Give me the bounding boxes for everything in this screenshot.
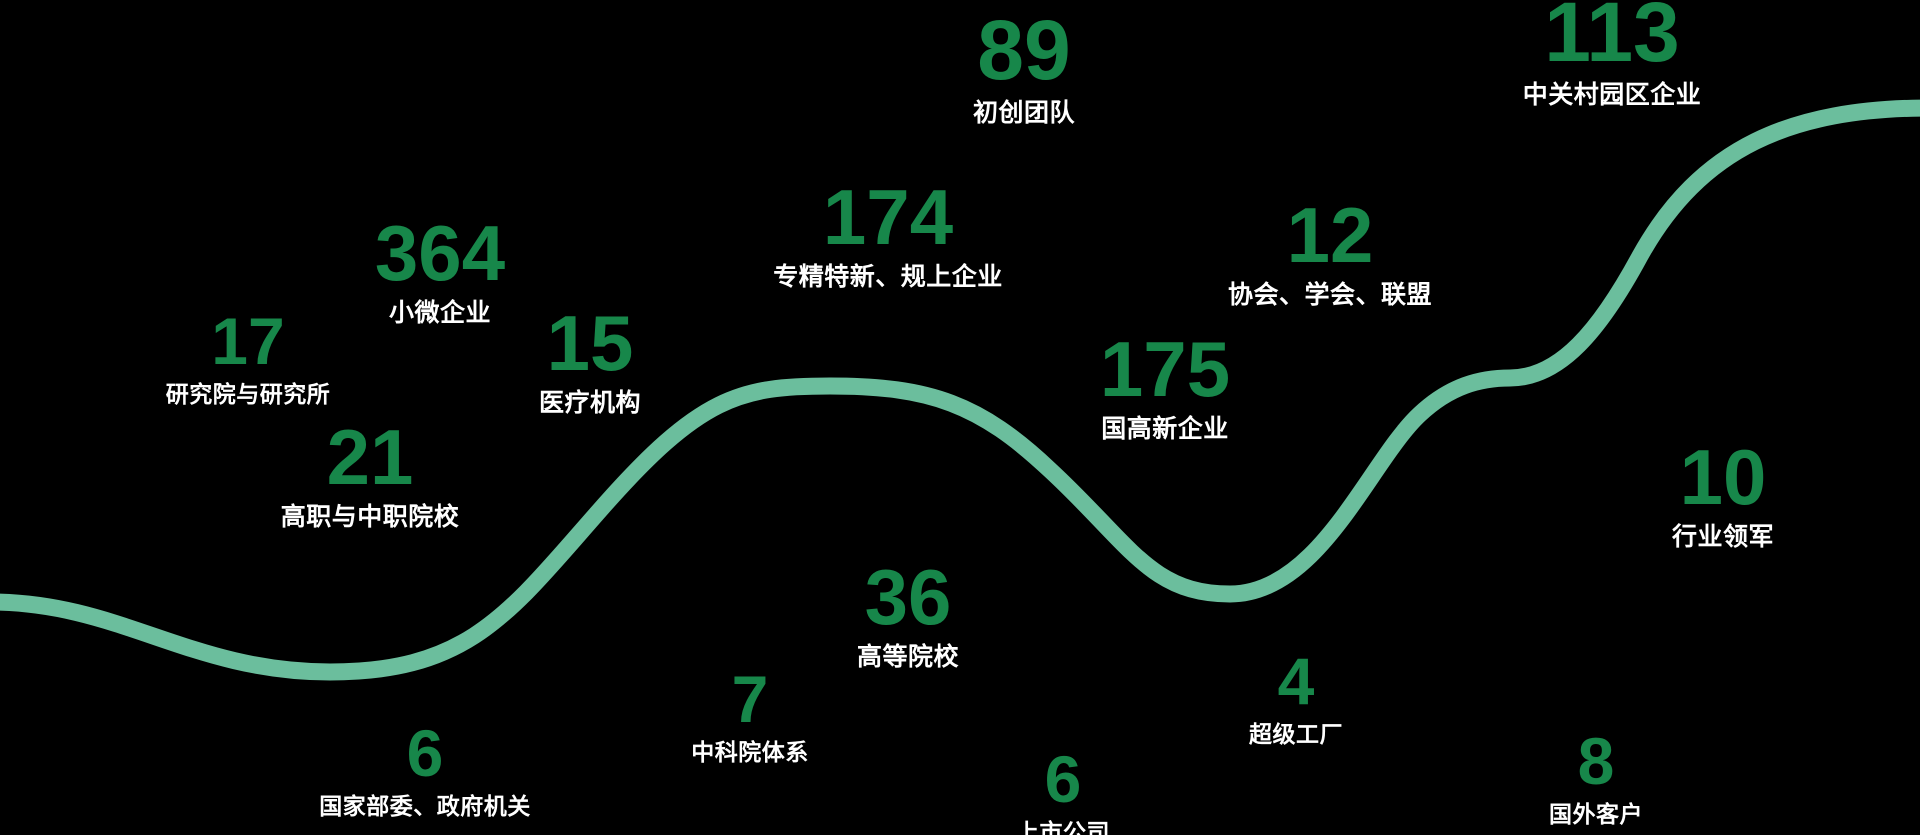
stat-research-institutes: 17 研究院与研究所 (165, 304, 331, 408)
stat-ministries-gov: 6 国家部委、政府机关 (319, 716, 531, 820)
stat-cas-system: 7 中科院体系 (691, 662, 809, 766)
stat-value-medical-institutions: 15 (546, 299, 634, 387)
stat-label-listed-companies: 上市公司 (1016, 819, 1110, 835)
stat-value-ministries-gov: 6 (406, 716, 444, 790)
stat-label-higher-education: 高等院校 (856, 642, 960, 671)
stat-zgc-park-companies: 113 中关村园区企业 (1523, 0, 1702, 109)
stat-associations: 12 协会、学会、联盟 (1227, 191, 1433, 309)
stat-medical-institutions: 15 医疗机构 (538, 299, 642, 417)
stat-value-cas-system: 7 (731, 662, 769, 736)
stat-vocational-colleges: 21 高职与中职院校 (280, 413, 460, 531)
stat-label-cas-system: 中科院体系 (691, 739, 809, 766)
stat-value-zgc-park-companies: 113 (1544, 0, 1680, 79)
stat-value-higher-education: 36 (864, 553, 952, 641)
stat-higher-education: 36 高等院校 (856, 553, 960, 671)
stat-super-factories: 4 超级工厂 (1249, 644, 1343, 748)
stat-value-micro-enterprises: 364 (374, 209, 506, 297)
stat-label-micro-enterprises: 小微企业 (388, 298, 492, 327)
stat-value-overseas-clients: 8 (1577, 724, 1615, 798)
stat-value-high-tech-enterprises: 175 (1099, 325, 1231, 413)
stat-listed-companies: 6 上市公司 (1016, 742, 1110, 835)
stat-value-research-institutes: 17 (211, 304, 285, 378)
stat-label-specialized-sme: 专精特新、规上企业 (773, 262, 1003, 291)
stat-overseas-clients: 8 国外客户 (1549, 724, 1643, 828)
stat-label-ministries-gov: 国家部委、政府机关 (319, 793, 531, 820)
stat-value-specialized-sme: 174 (822, 173, 954, 261)
stat-startup-teams: 89 初创团队 (972, 3, 1076, 127)
stat-label-startup-teams: 初创团队 (972, 98, 1076, 127)
stat-value-vocational-colleges: 21 (326, 413, 414, 501)
stat-value-associations: 12 (1286, 191, 1374, 279)
stat-label-research-institutes: 研究院与研究所 (165, 381, 331, 408)
stat-label-super-factories: 超级工厂 (1249, 721, 1343, 748)
stat-micro-enterprises: 364 小微企业 (374, 209, 506, 327)
stat-specialized-sme: 174 专精特新、规上企业 (773, 173, 1003, 291)
stat-label-industry-leaders: 行业领军 (1671, 522, 1775, 551)
stat-label-high-tech-enterprises: 国高新企业 (1101, 414, 1229, 443)
stat-value-startup-teams: 89 (977, 3, 1071, 97)
stat-label-medical-institutions: 医疗机构 (538, 388, 642, 417)
stat-value-industry-leaders: 10 (1679, 433, 1767, 521)
stat-value-listed-companies: 6 (1044, 742, 1082, 816)
stat-label-vocational-colleges: 高职与中职院校 (280, 502, 460, 531)
stat-value-super-factories: 4 (1277, 644, 1315, 718)
stat-label-associations: 协会、学会、联盟 (1227, 280, 1433, 309)
stat-industry-leaders: 10 行业领军 (1671, 433, 1775, 551)
stat-label-zgc-park-companies: 中关村园区企业 (1522, 80, 1702, 109)
stat-label-overseas-clients: 国外客户 (1549, 801, 1643, 828)
stat-high-tech-enterprises: 175 国高新企业 (1099, 325, 1231, 443)
